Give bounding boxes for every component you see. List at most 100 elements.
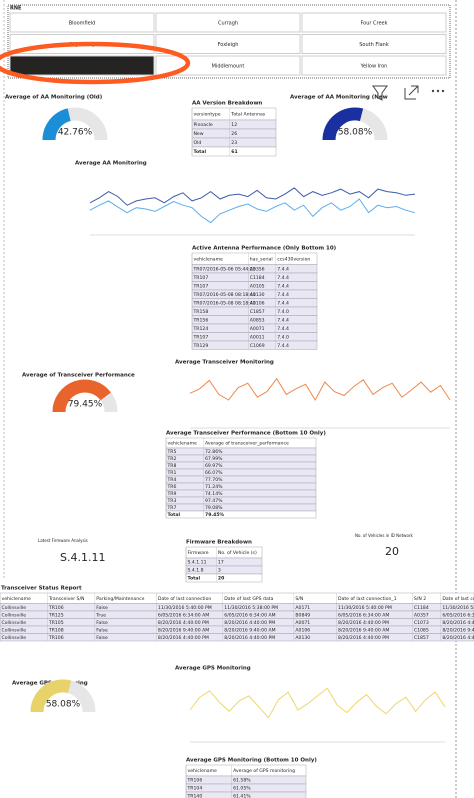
slicer-option[interactable] (301, 12, 447, 33)
table-row (165, 503, 317, 512)
table-cell: Total (194, 149, 207, 155)
slicer-option-label: Foxleigh (218, 42, 239, 48)
table-cell: TR125 (48, 612, 64, 618)
gauge-fill (52, 379, 111, 413)
table-row (165, 468, 317, 477)
column-header: Firmware (188, 550, 209, 556)
table-row (165, 510, 317, 519)
gauge-value: 58.08% (46, 700, 81, 710)
focus-icon[interactable] (404, 85, 419, 100)
table-cell: TR107 (193, 275, 209, 281)
table-cell: Pinnacle (194, 122, 213, 128)
table-cell: 11/30/2016 5:40:00 PM (158, 605, 212, 611)
gauge-fill (42, 108, 72, 141)
slicer-option-label: Bloomfield (69, 21, 96, 27)
table-cell: 6/05/2016 6:34:00 AM (338, 612, 389, 618)
table-cell: TR07/2016-05-08 08:18:41 (193, 292, 256, 298)
table-cell: 8/20/2016 4:40:00 PM (224, 635, 275, 641)
table-cell: TR8 (167, 463, 177, 469)
slicer-option-label: Middlemount (212, 64, 245, 70)
table-cell: S.4.1.8 (188, 568, 204, 574)
table-cell: 74.14% (205, 491, 223, 497)
table-cell: TR3 (167, 498, 177, 504)
line-chart-title: Average AA Monitoring (75, 161, 147, 167)
table-cell: TR104 (187, 786, 203, 792)
table-row (165, 454, 317, 463)
card-value: 20 (385, 545, 399, 558)
table-cell: A0071 (250, 326, 265, 332)
table-cell: A0853 (250, 317, 265, 323)
table-cell: TR07/2016-05-06 05:44:23 (193, 266, 256, 272)
table-title: Active Antenna Performance (Only Bottom … (192, 246, 337, 252)
gauge-title: Average of AA Monitoring (New (290, 95, 388, 101)
line-series (189, 687, 446, 719)
table-row (165, 489, 317, 498)
table-cell: False (96, 605, 108, 611)
slicer-title: RNE (10, 6, 22, 12)
highlight-circle (0, 41, 191, 85)
gauge-fill (30, 679, 72, 713)
table-cell: A0130 (250, 292, 265, 298)
table-cell: A0106 (250, 300, 265, 306)
table-cell: False (96, 635, 108, 641)
table-cell: 8/20/2016 4:40:00 PM (338, 635, 389, 641)
slicer-option[interactable] (155, 34, 301, 54)
table-cell: 61 (231, 149, 237, 155)
table-cell: 8/20/2016 4:40:00 PM (338, 620, 389, 626)
slicer-option[interactable] (301, 34, 447, 54)
table-cell: 8/20/2016 4:40:00 PM (224, 620, 275, 626)
gauge-title: Average of Transceiver Performance (22, 373, 135, 379)
table-cell: 67.99% (205, 456, 223, 462)
table-cell: 7.4.4 (277, 283, 289, 289)
visual-toolbar (372, 85, 445, 101)
slicer-option[interactable] (155, 55, 301, 76)
table-cell: TR106 (48, 605, 64, 611)
more-options[interactable] (431, 89, 445, 93)
table-cell: 8/20/2016 9:40:00 AM (158, 627, 209, 633)
table-cell: S.4.1.11 (188, 560, 207, 566)
gauge-fill (322, 107, 364, 141)
table-cell: Total (168, 512, 181, 518)
slicer-option[interactable] (9, 12, 155, 33)
table-cell: New (194, 131, 204, 137)
table-cell: 66.07% (205, 470, 223, 476)
slicer-option-label: Four Creek (360, 21, 387, 27)
table-cell: 61.05% (233, 786, 251, 792)
table-cell: 7.4.0 (277, 334, 289, 340)
column-header: vehiclename (194, 256, 224, 262)
slicer-option[interactable] (155, 12, 301, 33)
line-series (89, 198, 416, 224)
table-title: Firmware Breakdown (186, 540, 252, 546)
table-title: Transceiver Status Report (1, 586, 82, 592)
table-cell: TR7 (167, 505, 177, 511)
column-header: No. of Vehicle (s) (218, 550, 257, 556)
column-header: Total Antennas (230, 112, 266, 118)
line-series (189, 377, 451, 402)
table-cell: Collinsville (2, 620, 27, 626)
table-cell: Collinsville (2, 627, 27, 633)
table-cell: 7.4.0 (277, 309, 289, 315)
table-cell: 6/05/2016 6:34:00 AM (224, 612, 275, 618)
table-cell: 61.58% (233, 778, 251, 784)
table-cell: 79.45% (205, 512, 225, 518)
table-cell: 69.97% (205, 463, 223, 469)
table-title: AA Version Breakdown (192, 101, 262, 107)
table-cell: A0171 (295, 605, 310, 611)
table-cell: 8/20/2016 4:40:00 PM (442, 635, 474, 641)
table-cell: 11/30/2016 5:38:00 PM (224, 605, 278, 611)
card-caption: Latest Firmware Analysis (38, 538, 88, 543)
filter-icon[interactable] (372, 85, 388, 101)
table-cell: TR106 (48, 635, 64, 641)
table-cell: 7.4.4 (277, 326, 289, 332)
column-header: vehiclename (168, 441, 198, 447)
table-cell: False (96, 627, 108, 633)
table-cell: 11/30/2016 5:40:00 PM (442, 605, 474, 611)
slicer-option[interactable] (301, 55, 447, 76)
table-cell: 12 (231, 122, 237, 128)
table-cell: 8/20/2016 4:40:00 PM (158, 635, 209, 641)
table-cell: 11/30/2016 5:40:00 PM (338, 605, 392, 611)
table-cell: Collinsville (2, 635, 27, 641)
slicer-option[interactable] (9, 55, 155, 76)
table-cell: C1073 (414, 620, 429, 626)
table-row (0, 633, 474, 642)
